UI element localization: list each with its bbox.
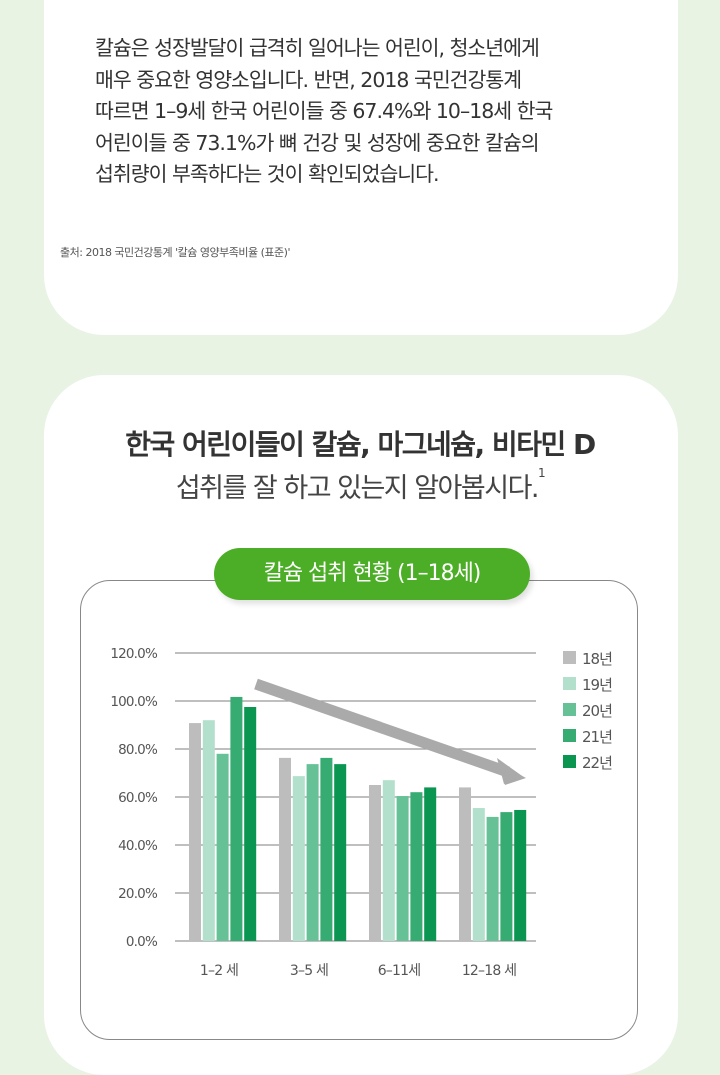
bar-18년 [369,785,381,941]
bar-21년 [230,696,243,941]
intro-line: 따르면 1–9세 한국 어린이들 중 67.4%와 10–18세 한국 [95,99,553,123]
legend-swatch [563,755,576,768]
y-tick-label: 0.0% [126,934,158,950]
legend-swatch [563,703,576,716]
legend-swatch [563,729,576,742]
bar-18년 [189,723,201,941]
bar-20년 [486,816,499,941]
bar-19년 [202,720,215,941]
bar-chart: 0.0% 20.0% 40.0% 60.0% 80.0% 100.0% 120.0% 1–2 … [110,646,613,979]
bar-22년 [424,787,437,941]
bar-18년 [459,787,471,941]
intro-line: 매우 중요한 영양소입니다. 반면, 2018 국민건강통계 [95,67,522,92]
bar-19년 [292,776,305,941]
trend-arrow-shaft [254,678,510,778]
legend-swatch [563,677,576,690]
bar-19년 [382,780,395,941]
chart-title: 칼슘 섭취 현황 (1–18세) [214,548,530,600]
y-tick-label: 80.0% [118,742,158,758]
legend-label: 21년 [582,728,612,746]
x-tick-label: 3–5 세 [290,963,328,979]
y-tick-label: 120.0% [110,646,158,662]
title-text: 섭취를 잘 하고 있는지 알아봅시다. [175,473,540,504]
bar-21년 [500,812,513,941]
bar-19년 [472,808,485,941]
x-tick-label: 1–2 세 [200,963,238,979]
bar-22년 [514,809,527,941]
section-title-line1: 한국 어린이들이 칼슘, 마그네슘, 비타민 D [125,428,596,461]
bar-22년 [334,764,347,941]
y-tick-label: 20.0% [118,886,158,902]
intro-line: 어린이들 중 73.1%가 뼈 건강 및 성장에 중요한 칼슘의 [95,130,540,155]
intro-card [44,0,678,335]
bar-22년 [244,707,257,941]
y-tick-label: 60.0% [118,790,158,806]
x-tick-label: 12–18 세 [462,963,516,979]
bar-18년 [279,757,291,941]
y-tick-label: 100.0% [110,694,158,710]
bar-20년 [306,764,319,941]
legend-label: 18년 [582,650,612,668]
section-title-line2: 섭취를 잘 하고 있는지 알아봅시다.1 [0,466,720,505]
bar-20년 [396,796,409,941]
footnote-marker: 1 [538,466,546,480]
intro-line: 섭취량이 부족하다는 것이 확인되었습니다. [95,162,440,186]
y-tick-label: 40.0% [118,838,158,854]
trend-arrow-head [497,758,525,784]
legend-label: 19년 [582,676,612,694]
intro-line: 칼슘은 성장발달이 급격히 일어나는 어린이, 청소년에게 [95,36,540,60]
bar-21년 [320,757,333,941]
bar-21년 [410,792,423,941]
bar-20년 [216,753,229,941]
legend-label: 20년 [582,702,612,720]
source-note: 출처: 2018 국민건강통계 '칼슘 영양부족비율 (표준)' [60,246,290,259]
legend-swatch [563,651,576,664]
intro-paragraph: 칼슘은 성장발달이 급격히 일어나는 어린이, 청소년에게 매우 중요한 영양소… [95,33,655,191]
x-tick-label: 6–11세 [378,963,421,979]
legend-label: 22년 [582,754,612,772]
